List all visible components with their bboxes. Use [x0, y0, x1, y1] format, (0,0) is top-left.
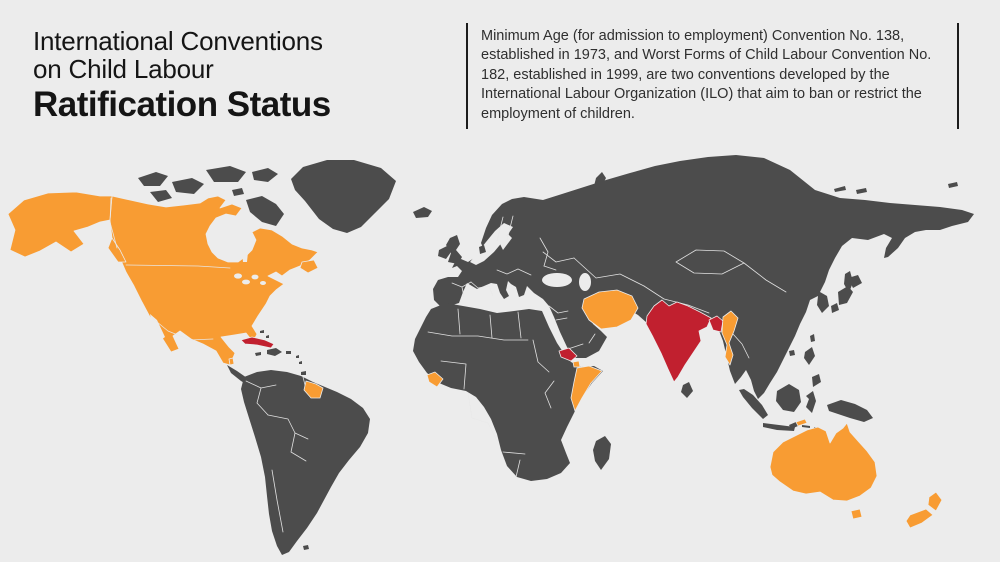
- island: [296, 355, 299, 358]
- region-south-america: [241, 370, 370, 555]
- country-timor-leste: [795, 418, 808, 427]
- island: [834, 186, 846, 192]
- region-madagascar: [593, 436, 611, 470]
- orange-countries: [7, 191, 943, 529]
- country-new-zealand-south: [905, 508, 934, 529]
- country-liberia: [426, 371, 444, 388]
- region-central-america: [227, 365, 267, 391]
- north-sea-baltic: [470, 223, 513, 265]
- highlighted-countries: [228, 289, 808, 427]
- arctic-island: [150, 190, 172, 202]
- region-novaya-zemlya: [594, 172, 606, 190]
- region-sakhalin: [844, 271, 853, 293]
- region-trinidad: [301, 371, 306, 375]
- country-canada-newfoundland: [299, 259, 319, 274]
- great-lake: [260, 281, 266, 285]
- region-borneo: [776, 384, 801, 412]
- arctic-island: [232, 188, 244, 196]
- region-philippines: [804, 347, 815, 365]
- region-sri-lanka: [681, 382, 693, 398]
- description-line: established in 1973, and Worst Forms of …: [481, 47, 932, 64]
- region-denmark: [479, 245, 486, 254]
- baltic-sea: [500, 234, 512, 250]
- island: [260, 330, 264, 333]
- region-wrangel-island: [948, 182, 958, 188]
- country-djibouti: [572, 360, 581, 368]
- country-cuba: [240, 336, 275, 349]
- country-bangladesh: [708, 315, 724, 333]
- divider-right: [957, 23, 959, 129]
- description-line: employment of children.: [481, 105, 635, 122]
- country-somalia: [570, 365, 603, 412]
- region-japan-honshu: [838, 286, 853, 305]
- country-belize: [228, 357, 235, 366]
- region-hispaniola: [267, 348, 282, 356]
- james-bay: [242, 252, 248, 262]
- region-hainan: [789, 350, 795, 356]
- title-line-2: on Child Labour: [33, 54, 214, 84]
- region-puerto-rico: [286, 351, 291, 354]
- region-eurasia: [433, 155, 974, 399]
- region-japan-kyushu: [831, 303, 839, 313]
- island: [266, 335, 269, 338]
- island: [802, 425, 810, 428]
- region-new-guinea: [827, 400, 873, 422]
- country-australia-tasmania: [850, 508, 863, 520]
- title-line-1: International Conventions: [33, 26, 323, 56]
- country-borders: [109, 197, 787, 533]
- region-united-kingdom: [446, 235, 462, 264]
- water-bodies: [150, 223, 591, 340]
- region-iceland: [413, 207, 432, 218]
- region-baffin-island: [246, 196, 284, 226]
- arctic-island: [172, 178, 204, 194]
- title-line-3: Ratification Status: [33, 85, 331, 124]
- arctic-island: [138, 172, 168, 186]
- country-australia: [769, 422, 878, 502]
- great-lake: [234, 273, 242, 279]
- region-taiwan: [810, 334, 815, 342]
- description-line: 182, established in 1999, are two conven…: [481, 66, 890, 83]
- black-sea: [542, 273, 572, 287]
- region-ireland: [438, 246, 451, 259]
- country-usa-alaska-panhandle: [107, 237, 127, 263]
- divider-left: [466, 23, 468, 129]
- region-philippines: [812, 374, 821, 387]
- arctic-island: [252, 168, 278, 182]
- country-iran: [581, 289, 639, 330]
- great-lake: [251, 274, 259, 280]
- region-java: [763, 423, 795, 431]
- country-canada-usa-mexico: [109, 195, 319, 366]
- page-title: International Conventions on Child Labou…: [33, 27, 331, 124]
- region-west-timor: [789, 422, 798, 429]
- country-myanmar: [721, 310, 739, 366]
- region-sumatra: [739, 389, 768, 419]
- country-new-zealand-north: [927, 491, 943, 512]
- island: [856, 188, 867, 194]
- description: Minimum Age (for admission to employment…: [481, 27, 931, 124]
- region-sulawesi: [806, 391, 816, 413]
- country-eritrea: [558, 347, 578, 362]
- region-greenland: [291, 160, 396, 233]
- island: [299, 361, 302, 364]
- region-falkland-islands: [303, 545, 309, 550]
- arctic-island: [206, 166, 246, 182]
- country-usa-alaska: [7, 191, 113, 258]
- country-guyana: [303, 380, 324, 399]
- gulf-of-california: [150, 314, 165, 340]
- caspian-sea: [579, 273, 591, 291]
- great-lake: [242, 279, 250, 285]
- region-jamaica: [255, 352, 261, 356]
- description-line: International Labour Organization (ILO) …: [481, 86, 922, 103]
- description-line: Minimum Age (for admission to employment…: [481, 28, 905, 44]
- region-africa: [413, 303, 603, 481]
- country-india: [645, 299, 712, 383]
